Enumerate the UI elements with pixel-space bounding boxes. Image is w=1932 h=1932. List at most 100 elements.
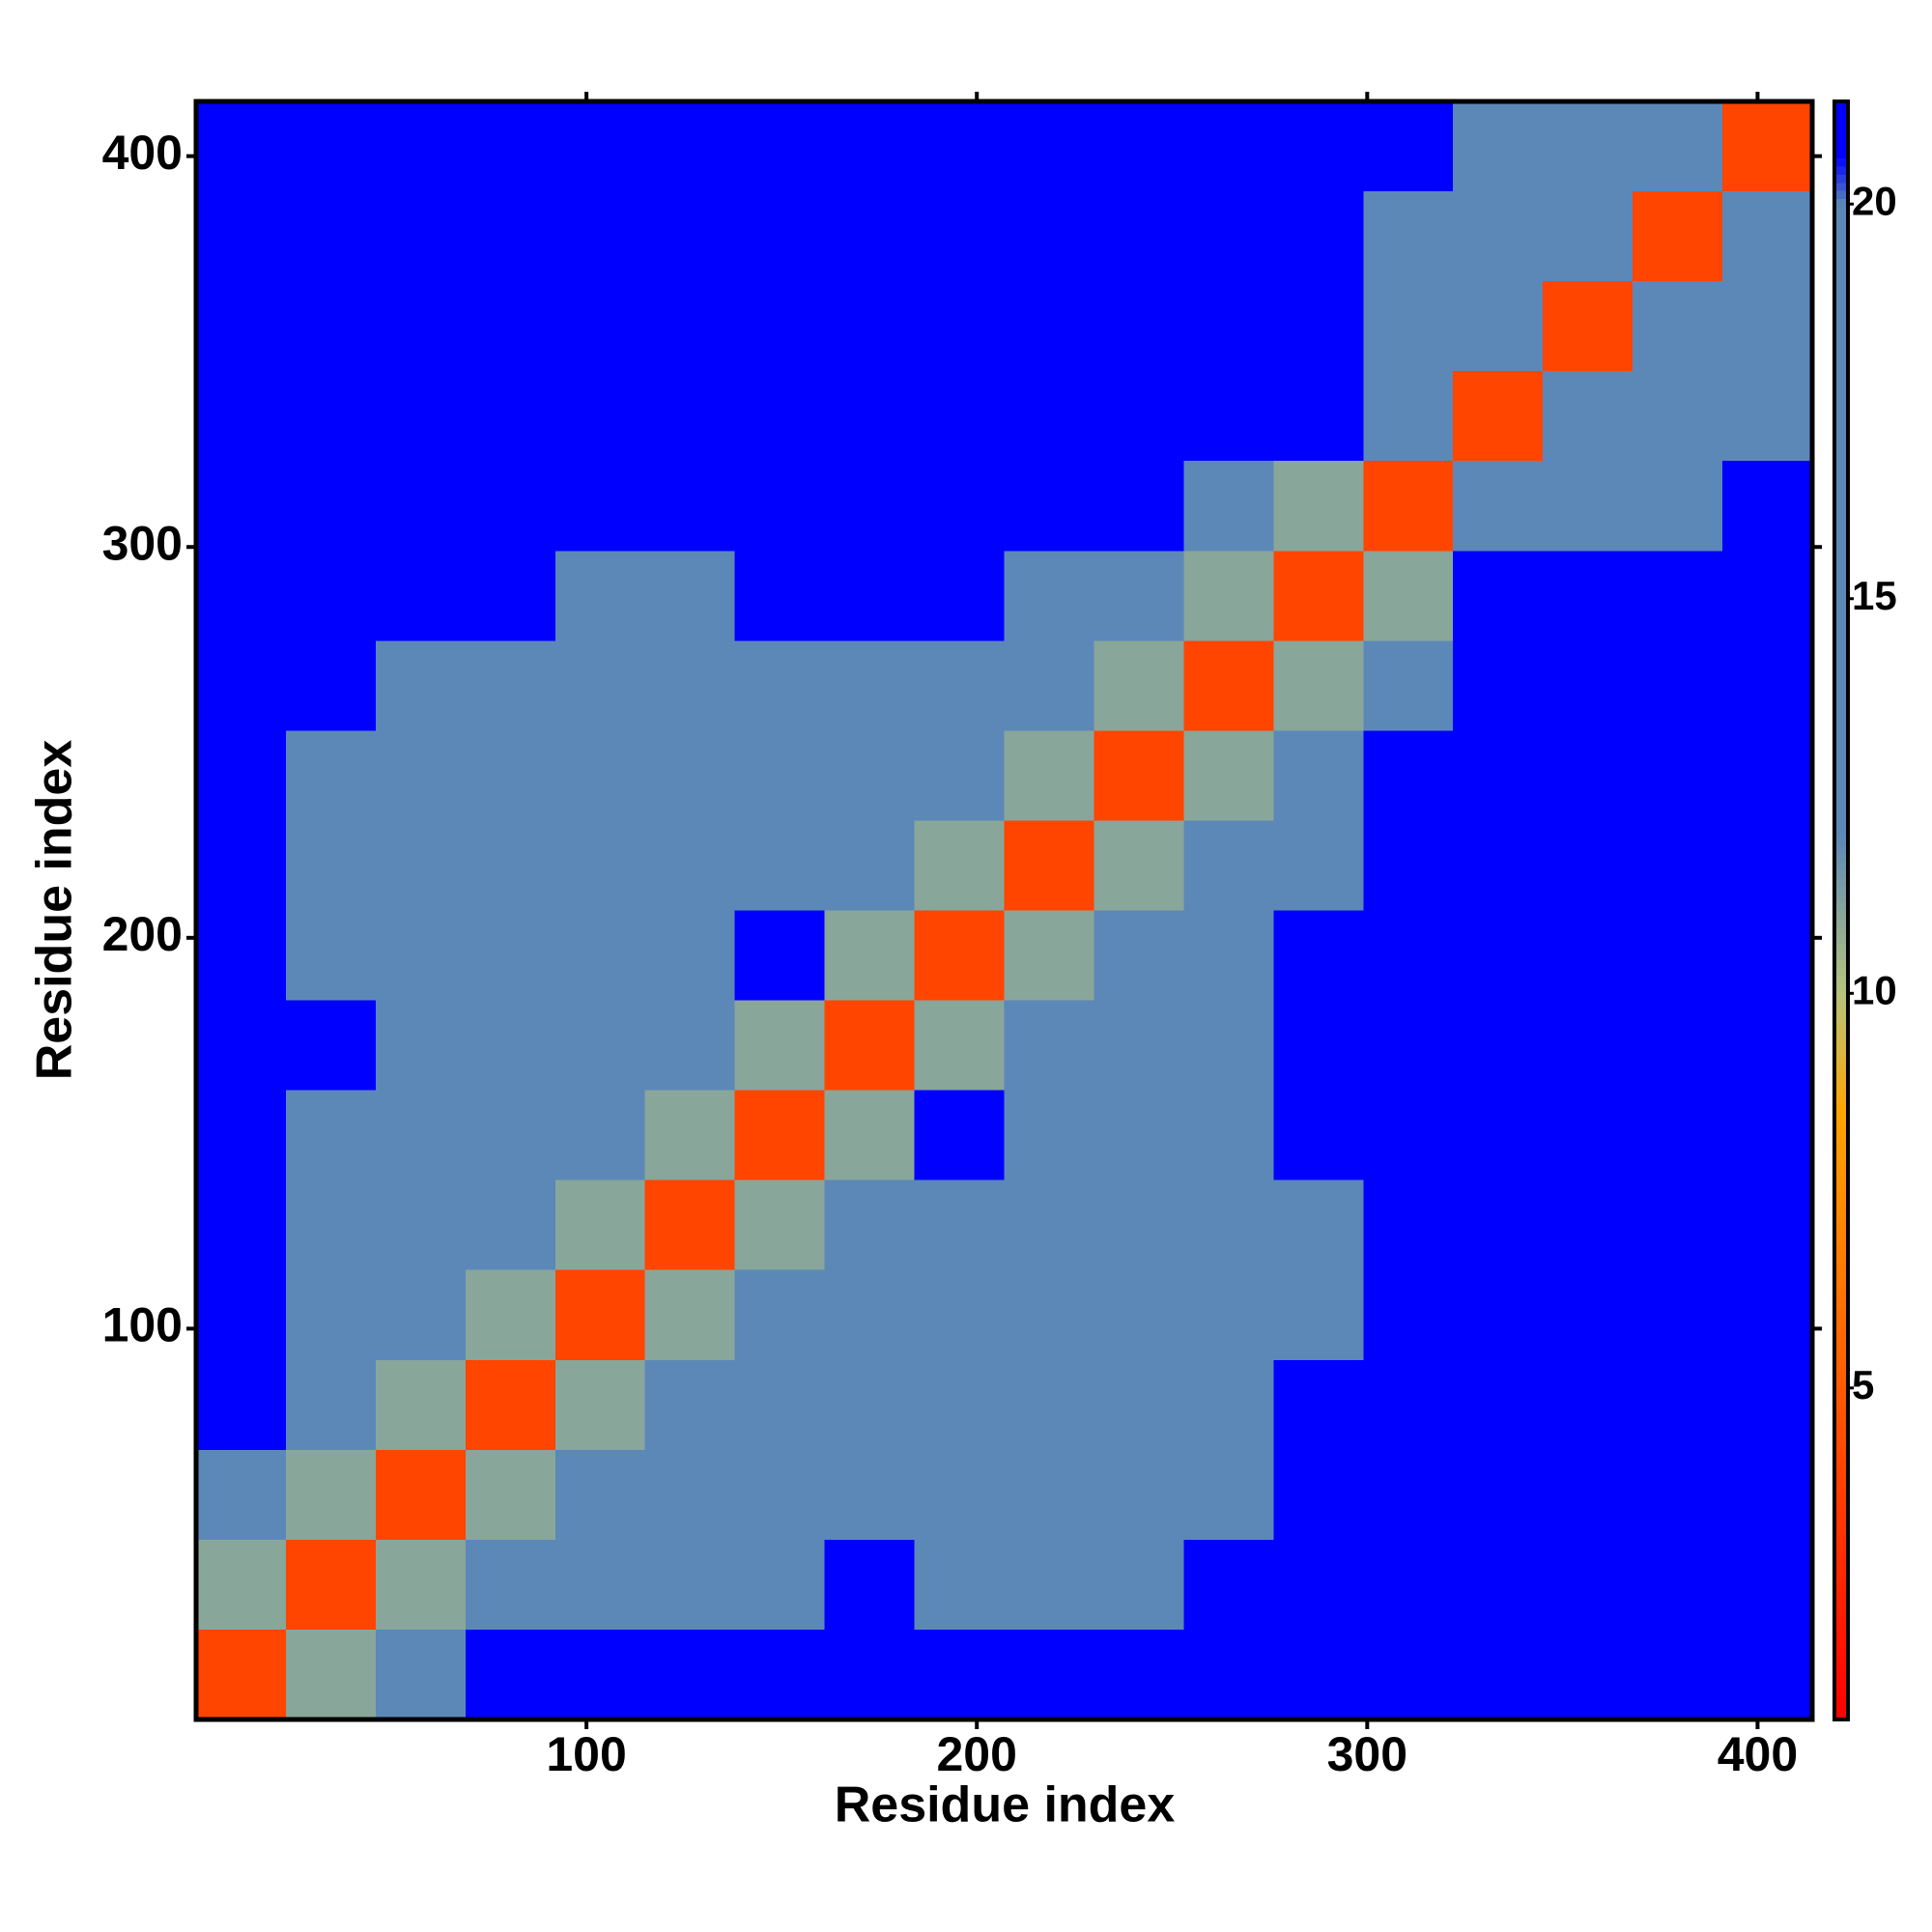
cell	[1183, 461, 1274, 552]
colorbar-segment	[1834, 1347, 1848, 1356]
colorbar-segment	[1834, 684, 1848, 693]
cell	[285, 1090, 376, 1180]
colorbar-segment	[1834, 886, 1848, 895]
colorbar-segment	[1834, 603, 1848, 612]
colorbar-segment	[1834, 749, 1848, 757]
colorbar-segment	[1834, 773, 1848, 781]
x-tick-label: 300	[1327, 1727, 1407, 1781]
colorbar-segment	[1834, 975, 1848, 984]
cell	[644, 1449, 735, 1540]
cell	[554, 1359, 645, 1450]
colorbar-segment	[1834, 635, 1848, 644]
colorbar-segment	[1834, 1226, 1848, 1235]
colorbar-segment	[1834, 1015, 1848, 1025]
cell	[1094, 820, 1184, 911]
colorbar-segment	[1834, 918, 1848, 927]
colorbar-segment	[1834, 352, 1848, 361]
colorbar-segment	[1834, 1541, 1848, 1550]
colorbar-segment	[1834, 1137, 1848, 1146]
colorbar-segment	[1834, 1411, 1848, 1421]
colorbar-segment	[1834, 788, 1848, 798]
colorbar-segment	[1834, 1517, 1848, 1526]
colorbar-segment	[1834, 1694, 1848, 1704]
colorbar-segment	[1834, 1145, 1848, 1154]
cell	[734, 1359, 825, 1450]
colorbar-segment	[1834, 101, 1848, 110]
cell	[1722, 820, 1812, 911]
cell	[285, 910, 376, 1001]
colorbar-segment	[1834, 166, 1848, 175]
cell	[465, 281, 555, 372]
cell	[1633, 1539, 1723, 1630]
colorbar-segment	[1834, 562, 1848, 572]
colorbar-tick-label: 20	[1852, 178, 1897, 223]
colorbar-segment	[1834, 1590, 1848, 1599]
cell	[285, 281, 376, 372]
cell	[1004, 101, 1094, 192]
cell	[734, 281, 825, 372]
cell	[465, 1269, 555, 1360]
y-tick-label: 200	[102, 907, 183, 961]
colorbar-segment	[1834, 126, 1848, 134]
cell	[1273, 1269, 1364, 1360]
cell	[1183, 910, 1274, 1001]
cell	[375, 281, 466, 372]
colorbar-segment	[1834, 1509, 1848, 1519]
colorbar-segment	[1834, 1032, 1848, 1040]
cell	[644, 730, 735, 821]
colorbar-segment	[1834, 1638, 1848, 1648]
cell	[285, 1359, 376, 1450]
cell	[1633, 281, 1723, 372]
colorbar-segment	[1834, 1703, 1848, 1713]
colorbar-segment	[1834, 1250, 1848, 1260]
cell	[285, 1539, 376, 1630]
cell	[914, 1449, 1005, 1540]
colorbar-segment	[1834, 1500, 1848, 1510]
cell	[914, 820, 1005, 911]
colorbar-segment	[1834, 1315, 1848, 1324]
colorbar-segment	[1834, 958, 1848, 968]
colorbar-segment	[1834, 1291, 1848, 1299]
cell	[824, 371, 915, 462]
cell	[465, 640, 555, 731]
cell	[1094, 371, 1184, 462]
colorbar-segment	[1834, 926, 1848, 936]
cell	[1094, 640, 1184, 731]
colorbar-segment	[1834, 1339, 1848, 1349]
colorbar-segment	[1834, 1322, 1848, 1332]
colorbar-segment	[1834, 1598, 1848, 1607]
cell	[375, 1269, 466, 1360]
colorbar-segment	[1834, 1655, 1848, 1663]
cell	[1183, 281, 1274, 372]
cell	[465, 1449, 555, 1540]
colorbar-segment	[1834, 651, 1848, 661]
cell	[285, 1269, 376, 1360]
cell	[734, 461, 825, 552]
cell	[824, 551, 915, 641]
colorbar-segment	[1834, 797, 1848, 807]
colorbar-segment	[1834, 465, 1848, 474]
cell	[1453, 371, 1544, 462]
cell	[1722, 1090, 1812, 1180]
cell	[554, 281, 645, 372]
cell	[1453, 551, 1544, 641]
cell	[914, 1179, 1005, 1270]
colorbar-segment	[1834, 1274, 1848, 1284]
cell	[644, 1269, 735, 1360]
cell	[1722, 551, 1812, 641]
colorbar-segment	[1834, 1670, 1848, 1680]
colorbar-segment	[1834, 967, 1848, 976]
colorbar-segment	[1834, 270, 1848, 280]
cell	[1633, 1090, 1723, 1180]
cell	[1543, 1629, 1634, 1719]
colorbar-segment	[1834, 529, 1848, 539]
colorbar-segment	[1834, 805, 1848, 814]
cell	[1363, 191, 1454, 282]
cell	[1722, 101, 1812, 192]
cell	[1633, 1000, 1723, 1091]
colorbar-segment	[1834, 668, 1848, 677]
cell	[1722, 371, 1812, 462]
colorbar-segment	[1834, 643, 1848, 652]
cell	[1094, 1269, 1184, 1360]
colorbar-segment	[1834, 1662, 1848, 1672]
